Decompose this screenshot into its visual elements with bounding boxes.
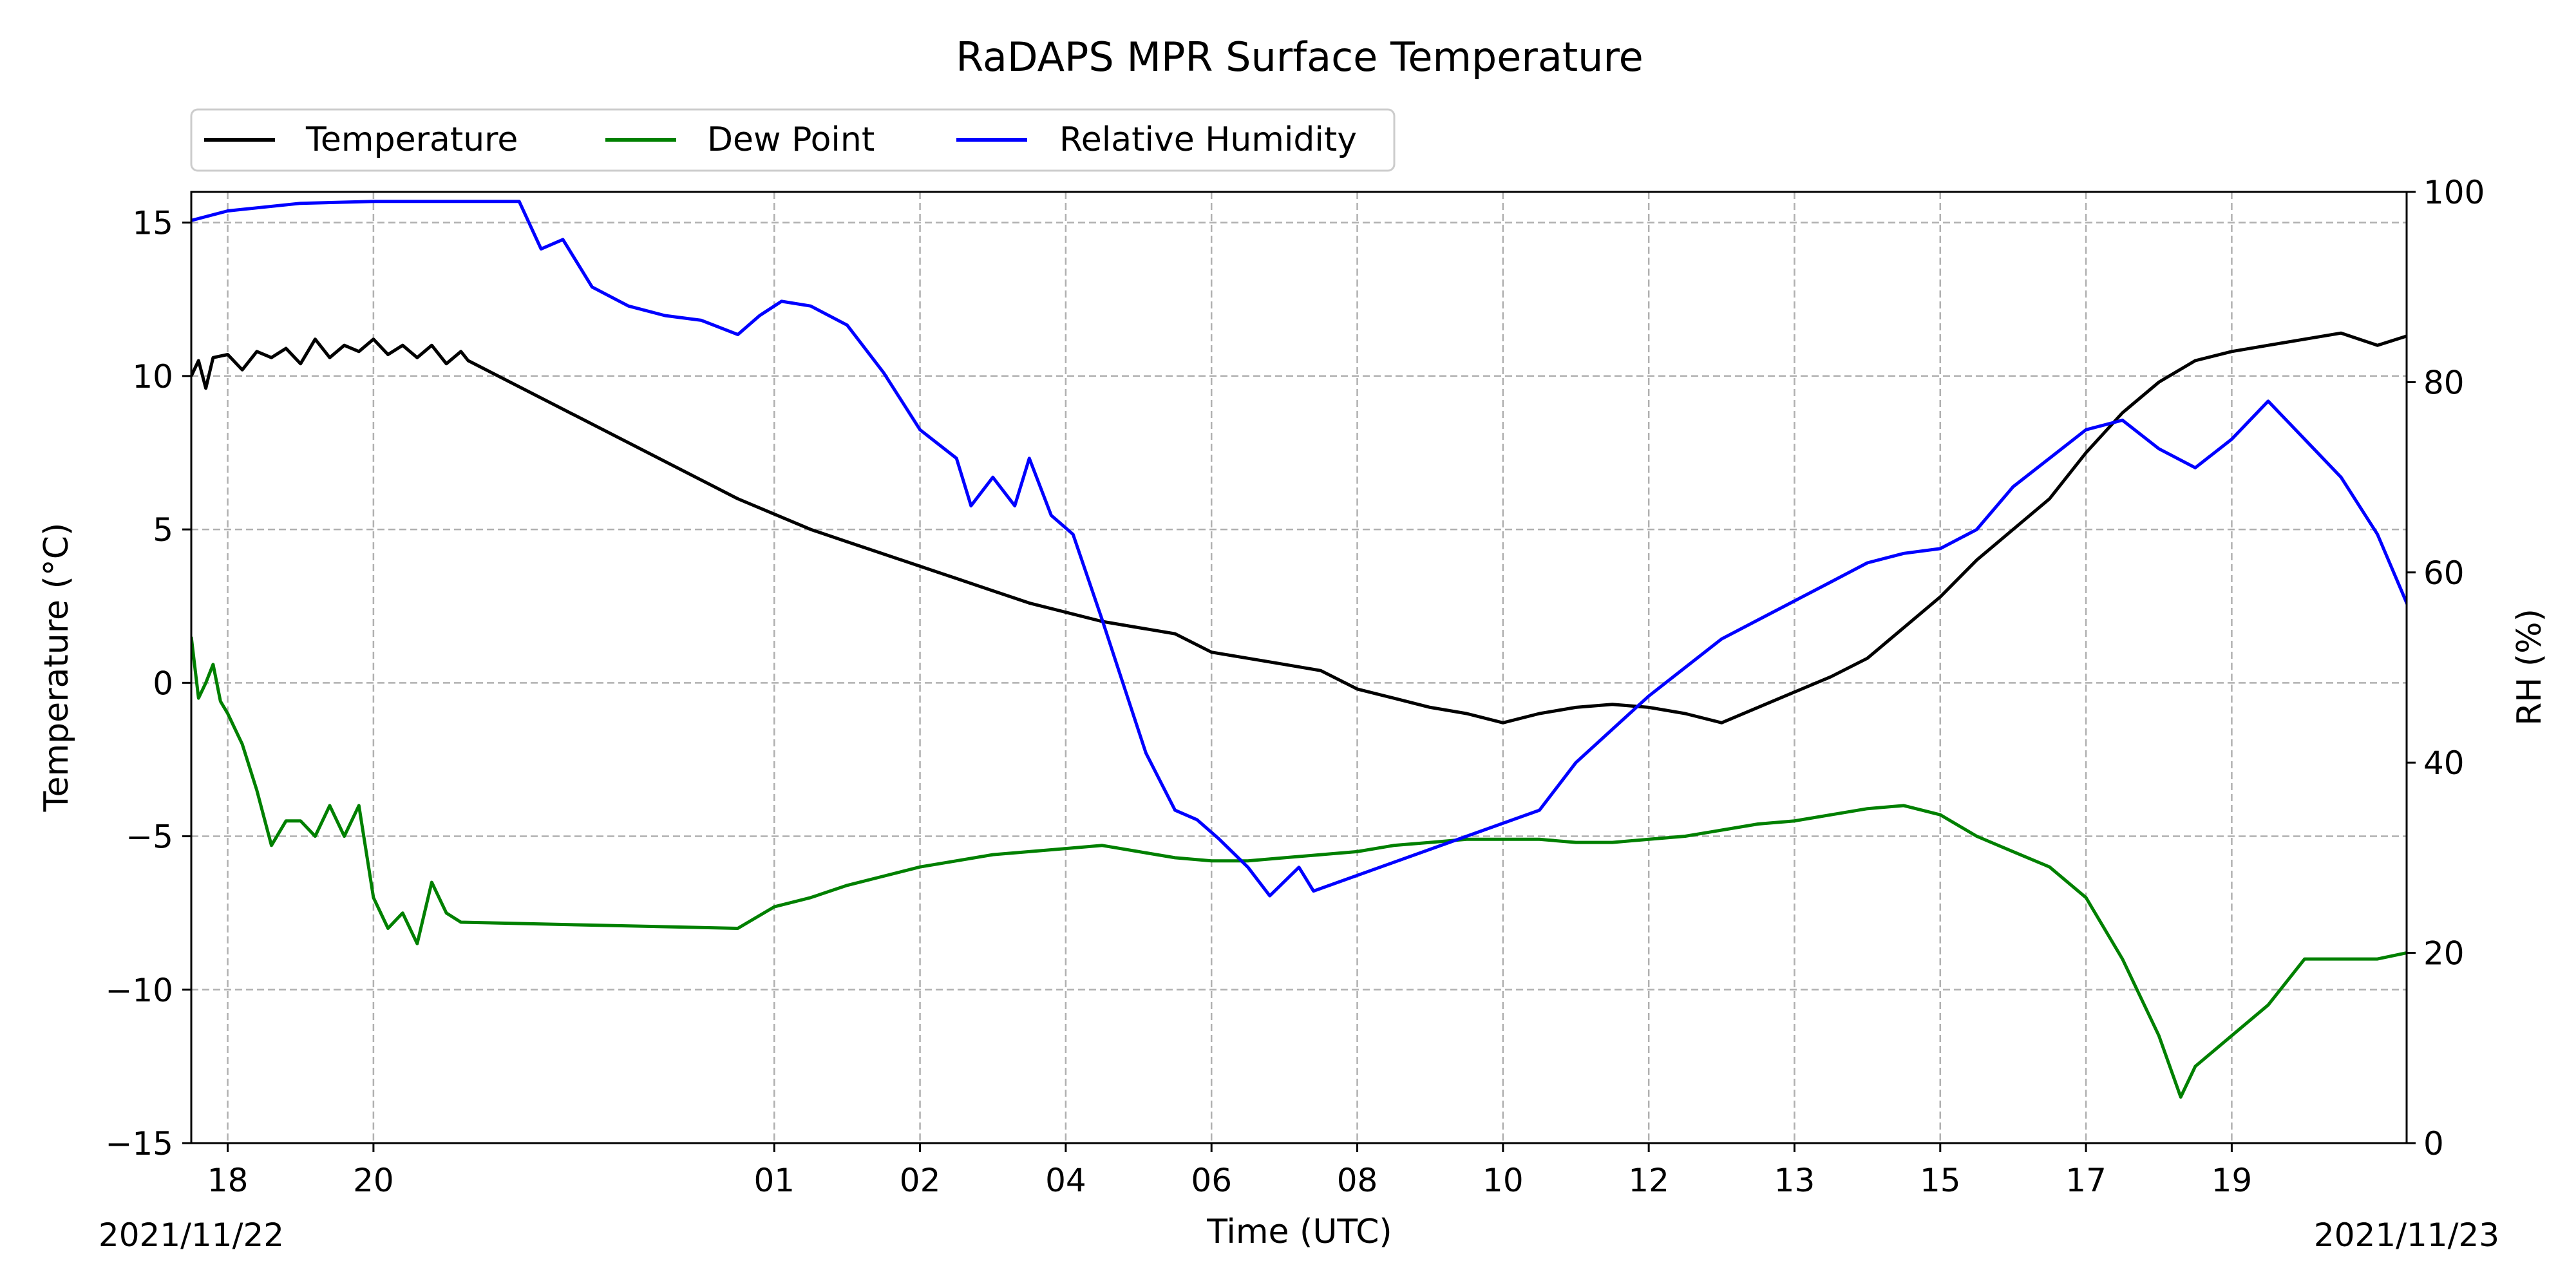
date-right: 2021/11/23 [2314,1217,2499,1254]
legend-label-relative-humidity: Relative Humidity [1059,120,1357,159]
x-tick-label: 01 [753,1162,795,1199]
x-tick-label: 18 [207,1162,249,1199]
x-tick-label: 12 [1628,1162,1669,1199]
x-tick-label: 10 [1482,1162,1524,1199]
y-right-tick-label: 60 [2423,554,2465,592]
y-tick-label: 5 [153,511,173,549]
y-tick-label: −15 [105,1125,173,1162]
x-tick-label: 15 [1920,1162,1961,1199]
y-tick-label: 10 [132,358,173,395]
y-right-tick-label: 80 [2423,364,2465,401]
series-line-dew-point [191,636,2407,1099]
plot-frame [190,191,2408,1144]
x-tick-label: 04 [1045,1162,1086,1199]
y-tick-label: −10 [105,972,173,1009]
y-axis-label: Temperature (°C) [37,523,76,813]
x-tick-label: 02 [900,1162,941,1199]
y-right-tick-label: 100 [2423,174,2485,211]
date-left: 2021/11/22 [99,1217,284,1254]
chart-title: RaDAPS MPR Surface Temperature [956,33,1643,80]
y-axis-right: 100 80 60 40 20 0 [2407,174,2485,1162]
legend: Temperature Dew Point Relative Humidity [190,108,1396,172]
y-right-tick-label: 0 [2423,1125,2444,1162]
series-layer [191,200,2407,1099]
y-right-tick-label: 40 [2423,744,2465,782]
series-line-temperature [191,331,2407,724]
x-tick-label: 06 [1191,1162,1232,1199]
y-tick-label: 15 [132,205,173,242]
x-axis-label: Time (UTC) [1206,1213,1392,1251]
x-tick-label: 20 [353,1162,394,1199]
x-tick-label: 08 [1337,1162,1378,1199]
y-axis-right-label: RH (%) [2510,609,2549,726]
y-right-tick-label: 20 [2423,935,2465,972]
x-tick-label: 17 [2065,1162,2107,1199]
y-tick-label: −5 [126,819,173,856]
y-axis-left: 15 10 5 0 −5 −10 −15 [105,205,191,1162]
legend-box [190,108,1396,172]
x-tick-label: 19 [2211,1162,2253,1199]
legend-label-dew-point: Dew Point [707,120,875,159]
x-axis: 18 20 01 02 04 06 08 10 12 13 15 17 19 [207,1143,2252,1199]
x-tick-label: 13 [1774,1162,1815,1199]
series-line-relative-humidity [191,200,2407,898]
legend-label-temperature: Temperature [305,120,518,159]
y-tick-label: 0 [153,665,173,702]
